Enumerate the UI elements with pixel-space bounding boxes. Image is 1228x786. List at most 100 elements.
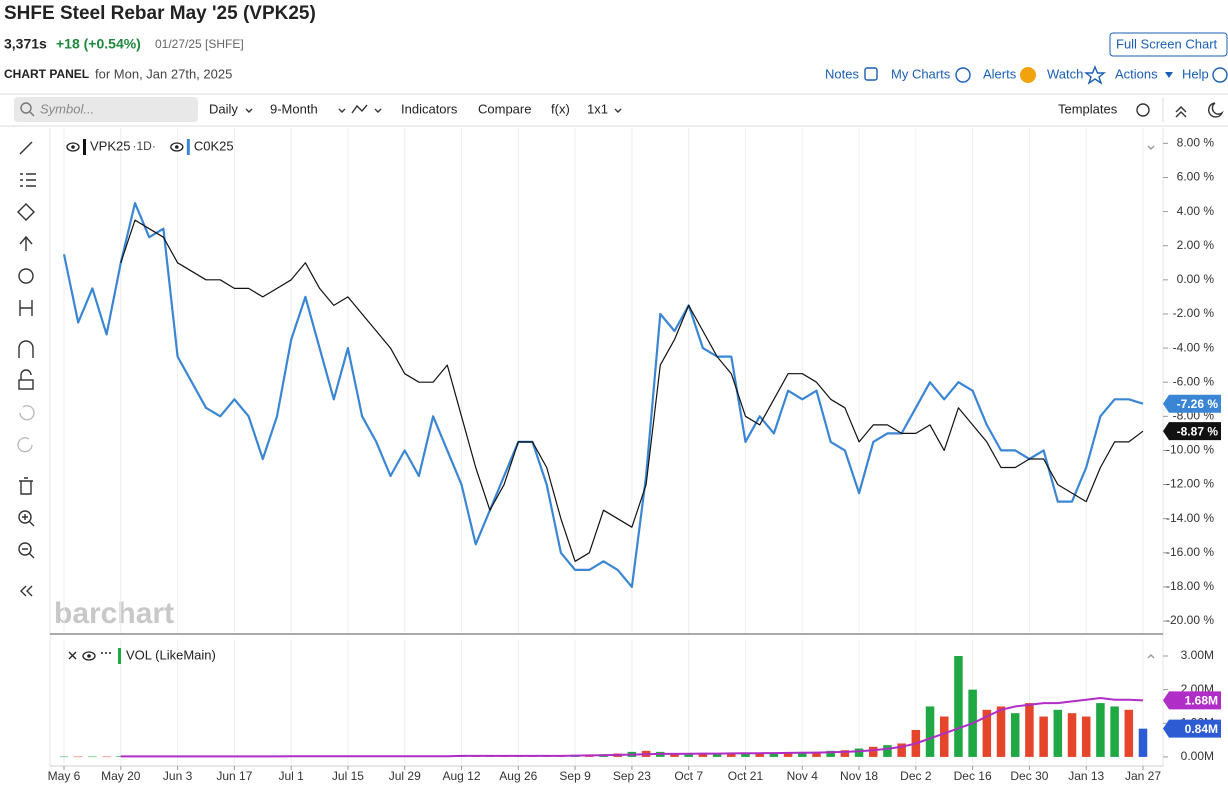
value-tag — [1163, 394, 1221, 413]
panel-caret — [1147, 145, 1155, 659]
toolbar-item[interactable]: Compare — [478, 101, 531, 116]
nav-link[interactable]: Alerts — [983, 66, 1017, 81]
volume-bar — [1067, 713, 1077, 757]
notes-icon[interactable] — [864, 67, 878, 81]
plot: 8.00 % 6.00 % 4.00 % 2.00 % 0.00 % -2.00 % -4.… — [48, 128, 1221, 783]
nav-link[interactable]: Help — [1182, 66, 1209, 81]
volume-bar — [684, 753, 693, 757]
drawing-tools[interactable] — [17, 141, 36, 597]
tool-icon[interactable] — [19, 300, 33, 316]
volume-bar — [1110, 706, 1119, 757]
series-line — [120, 219, 1144, 562]
actions-caret[interactable] — [1165, 72, 1173, 78]
volume-bar — [897, 743, 906, 757]
nav-link[interactable]: Actions — [1115, 66, 1158, 81]
eye-icon — [82, 651, 96, 661]
x-tick-label: Jul 15 — [332, 769, 364, 783]
symbol-search[interactable] — [14, 97, 198, 122]
volume-bar — [755, 753, 764, 757]
moving-average-line — [120, 696, 1144, 758]
volume-bar — [996, 706, 1006, 757]
volume-bar — [698, 752, 708, 757]
watch-icon[interactable] — [1084, 65, 1106, 85]
panel-date: for Mon, Jan 27th, 2025 — [95, 66, 232, 81]
toolbar-item[interactable]: Indicators — [401, 101, 458, 116]
tool-icon[interactable] — [19, 477, 33, 495]
add-icon[interactable] — [955, 67, 971, 83]
y-tick-label: 6.00 % — [1177, 170, 1215, 184]
toolbar-item[interactable]: Daily — [209, 101, 238, 116]
tool-icon[interactable] — [18, 542, 32, 556]
y-tick-label: -20.00 % — [1166, 613, 1214, 627]
panel-label: CHART PANEL — [4, 67, 89, 81]
alert-icon[interactable] — [1020, 67, 1036, 83]
tool-icon[interactable] — [18, 340, 34, 358]
x-tick-label: Sep 9 — [559, 769, 591, 783]
volume-bar — [769, 752, 779, 757]
theme-icon[interactable] — [1207, 102, 1224, 118]
y-tick-label: -6.00 % — [1173, 374, 1215, 388]
y-tick-label: -4.00 % — [1173, 340, 1215, 354]
toolbar-item[interactable]: f(x) — [551, 101, 570, 116]
tool-icon[interactable] — [19, 141, 33, 155]
tool-icon[interactable] — [18, 510, 32, 524]
help-icon[interactable] — [1212, 67, 1228, 83]
volume-bar — [1025, 703, 1034, 757]
x-tick-label: Nov 4 — [787, 769, 819, 783]
collapse-icon[interactable] — [1175, 106, 1187, 118]
value-tag-label: 1.68M — [1185, 694, 1218, 708]
value-tag — [1163, 719, 1221, 738]
volume-bar — [1081, 716, 1091, 757]
nav-link[interactable]: My Charts — [891, 66, 951, 81]
legend-label: VPK25 — [90, 138, 130, 153]
x-tick-label: Nov 18 — [840, 769, 878, 783]
y-tick-label: -16.00 % — [1166, 545, 1214, 559]
chart-style-icon[interactable] — [351, 104, 368, 114]
tool-icon[interactable] — [18, 268, 34, 284]
value-tag-label: 0.84M — [1185, 722, 1218, 736]
symbol-placeholder[interactable]: Symbol... — [40, 101, 94, 116]
x-tick-label: Jan 27 — [1125, 769, 1161, 783]
tool-icon[interactable] — [22, 514, 35, 527]
volume-bar — [812, 751, 821, 757]
tool-icon[interactable] — [17, 203, 35, 221]
x-tick-label: Oct 7 — [674, 769, 703, 783]
nav-link[interactable]: Watch — [1047, 66, 1083, 81]
tool-icon[interactable] — [17, 437, 33, 453]
volume-bar — [868, 746, 878, 757]
y-tick-label: 3.00M — [1181, 648, 1214, 662]
tool-icon[interactable] — [19, 235, 33, 251]
volume-bar — [670, 753, 679, 757]
templates[interactable]: Templates — [1058, 101, 1118, 116]
watermark: barchart — [54, 597, 174, 630]
search-icon — [29, 111, 35, 117]
nav-link[interactable]: Notes — [825, 66, 859, 81]
toolbar-item[interactable]: 1x1 — [587, 101, 608, 116]
volume-bar — [102, 756, 111, 758]
settings-icon[interactable] — [1136, 103, 1150, 117]
eye-icon — [71, 145, 75, 149]
tool-icon[interactable] — [20, 585, 33, 597]
tool-icon[interactable] — [20, 369, 32, 380]
tool-icon[interactable] — [18, 379, 34, 390]
full-screen-button[interactable] — [1109, 32, 1228, 57]
x-tick-label: Jul 29 — [389, 769, 421, 783]
y-tick-label: 2.00 % — [1177, 238, 1215, 252]
price: 3,371s — [4, 36, 47, 52]
menu-dot — [101, 652, 103, 654]
tool-icon[interactable] — [20, 173, 36, 187]
volume-bar — [1138, 728, 1148, 757]
volume-bar — [1010, 713, 1020, 757]
y-tick-label: -14.00 % — [1166, 511, 1214, 525]
full-screen-label[interactable]: Full Screen Chart — [1116, 36, 1218, 51]
y-tick-label: -10.00 % — [1166, 443, 1214, 457]
tool-icon[interactable] — [22, 548, 35, 559]
y-tick-label: 4.00 % — [1177, 204, 1215, 218]
tool-icon[interactable] — [19, 405, 35, 421]
close-icon — [68, 651, 77, 660]
volume-bar — [883, 745, 892, 757]
value-tag-label: -7.26 % — [1177, 397, 1219, 411]
x-tick-label: Jan 13 — [1068, 769, 1104, 783]
toolbar-item[interactable]: 9-Month — [270, 101, 318, 116]
